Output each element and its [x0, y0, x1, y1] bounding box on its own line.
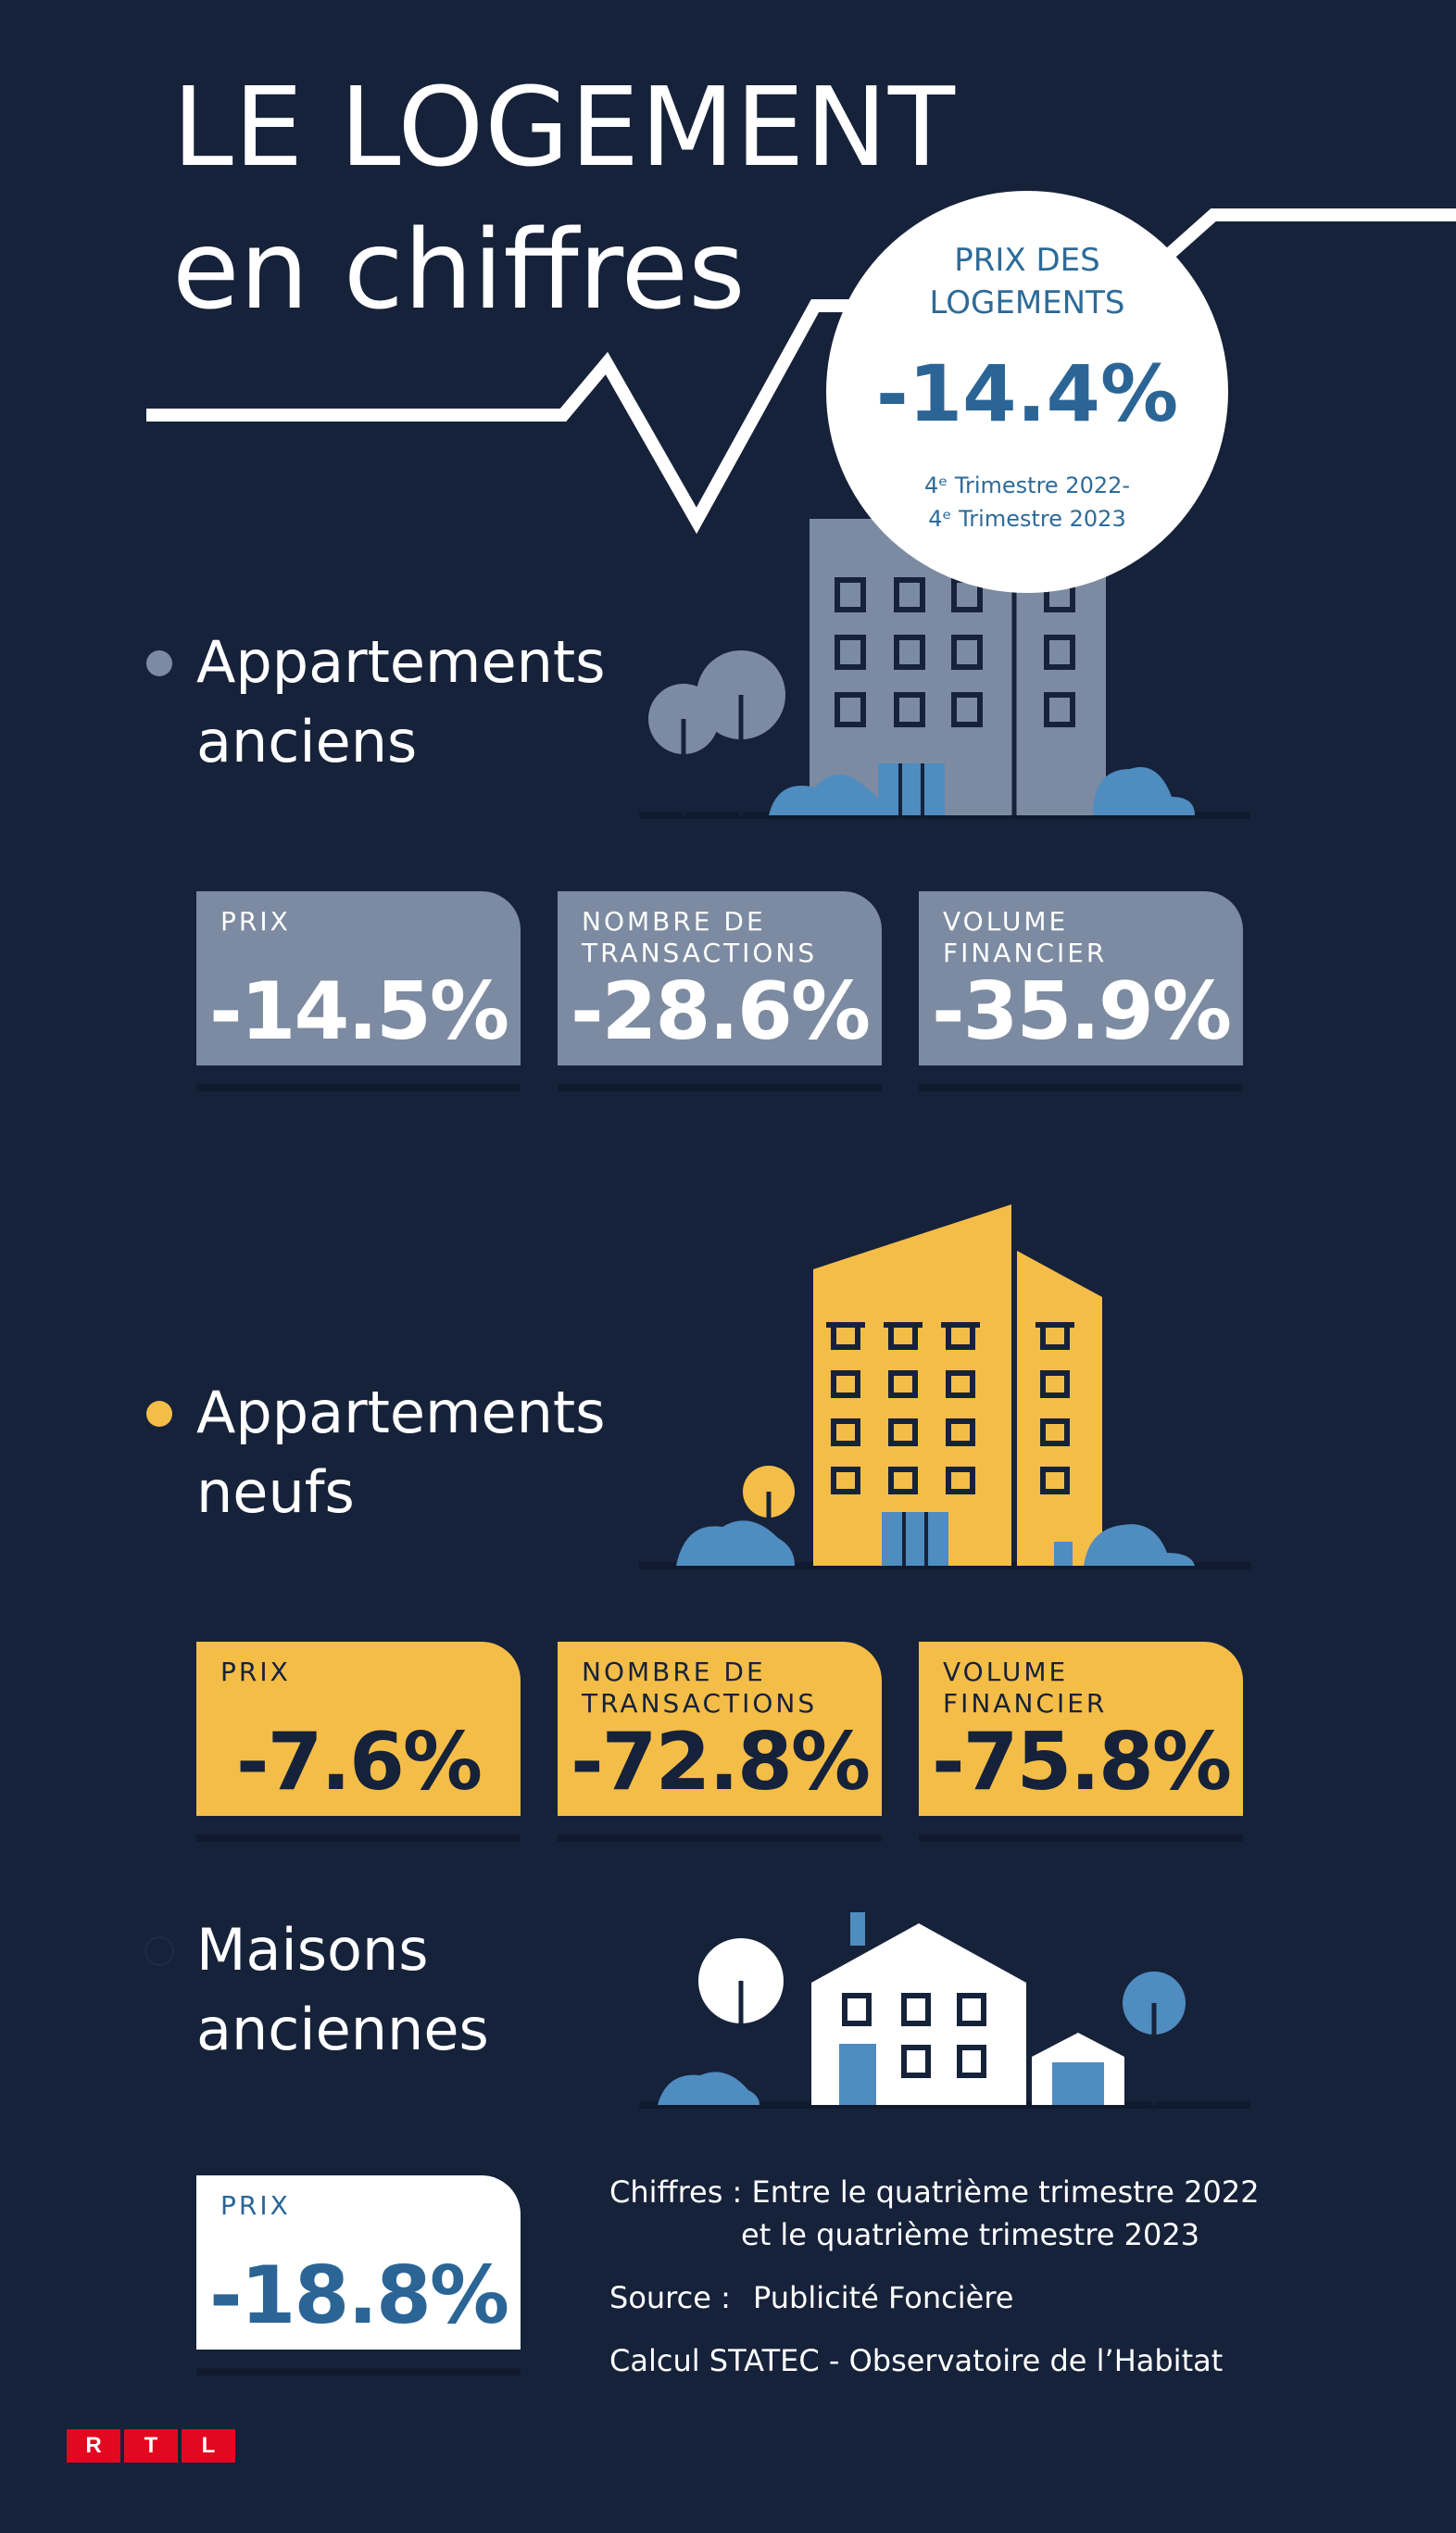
- section-title-old-houses: Maisons anciennes: [196, 1916, 489, 2063]
- footer-chiffres-line2: et le quatrième trimestre 2023: [741, 2217, 1200, 2252]
- card-new-apartments-price: PRIX -7.6%: [196, 1642, 521, 1816]
- logo-letter: T: [124, 2429, 178, 2463]
- footer-source: Source : Publicité Foncière: [609, 2280, 1014, 2315]
- new-apartment-building-icon: [639, 1204, 1250, 1569]
- card-new-apartments-volume: VOLUME FINANCIER -75.8%: [919, 1642, 1243, 1816]
- footer-chiffres: Chiffres : Entre le quatrième trimestre …: [609, 2174, 1260, 2210]
- section-dot-grey: [146, 650, 172, 676]
- section-dot-yellow: [146, 1401, 172, 1427]
- highlight-period: 4ᵉ Trimestre 2022- 4ᵉ Trimestre 2023: [923, 473, 1131, 532]
- rtl-logo: R T L: [67, 2429, 235, 2463]
- highlight-title: PRIX DES LOGEMENTS: [929, 242, 1125, 321]
- card-shadow: [558, 1084, 882, 1091]
- card-old-apartments-volume: VOLUME FINANCIER -35.9%: [919, 891, 1243, 1065]
- section-title-new-apartments: Appartements neufs: [196, 1379, 606, 1526]
- card-shadow: [196, 1084, 521, 1091]
- old-house-icon: [639, 1912, 1250, 2109]
- card-shadow: [196, 2368, 521, 2375]
- page-title-line2: en chiffres: [172, 206, 746, 334]
- section-title-old-apartments: Appartements anciens: [196, 628, 606, 775]
- card-shadow: [196, 1834, 521, 1842]
- card-shadow: [919, 1834, 1243, 1842]
- card-old-apartments-price: PRIX -14.5%: [196, 891, 521, 1065]
- card-old-houses-price: PRIX -18.8%: [196, 2175, 521, 2350]
- card-shadow: [919, 1084, 1243, 1091]
- price-highlight-circle: PRIX DES LOGEMENTS -14.4% 4ᵉ Trimestre 2…: [826, 191, 1228, 593]
- trend-line: [146, 208, 1456, 535]
- highlight-value: -14.4%: [875, 348, 1179, 439]
- card-old-apartments-transactions: NOMBRE DE TRANSACTIONS -28.6%: [558, 891, 882, 1065]
- page-title-line1: LE LOGEMENT: [172, 63, 956, 191]
- card-new-apartments-transactions: NOMBRE DE TRANSACTIONS -72.8%: [558, 1642, 882, 1816]
- logo-letter: R: [67, 2429, 120, 2463]
- section-dot-dark: [146, 1938, 172, 1964]
- logo-letter: L: [182, 2429, 235, 2463]
- card-shadow: [558, 1834, 882, 1842]
- footer-calcul: Calcul STATEC - Observatoire de l’Habita…: [609, 2343, 1224, 2378]
